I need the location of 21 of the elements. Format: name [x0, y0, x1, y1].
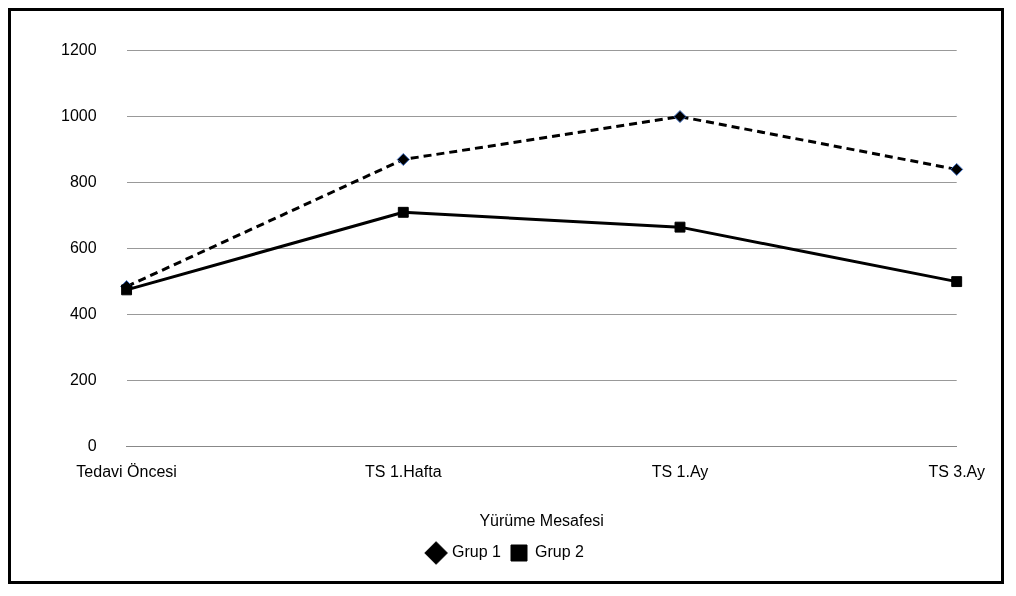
y-tick-label: 0: [87, 437, 97, 455]
point: [396, 153, 410, 166]
y-tick-label: 1200: [61, 41, 97, 59]
y-tick-label: 400: [69, 305, 97, 323]
point: [674, 221, 686, 233]
point: [950, 162, 964, 176]
point: [397, 206, 409, 218]
point: [673, 110, 687, 124]
point: [951, 276, 963, 288]
legend-label: Grup 1: [452, 543, 502, 561]
y-tick-label: 800: [69, 173, 97, 191]
point: [121, 284, 133, 296]
x-axis-title: Yürüme Mesafesi: [479, 511, 604, 529]
y-tick-label: 600: [69, 239, 97, 257]
legend-label: Grup 2: [535, 543, 585, 561]
x-tick-label: TS 1.Hafta: [365, 462, 442, 480]
y-tick-label: 200: [69, 371, 97, 389]
x-tick-label: TS 1.Ay: [651, 462, 709, 480]
x-tick-label: Tedavi Öncesi: [76, 462, 177, 480]
x-tick-label: TS 3.Ay: [928, 462, 985, 480]
y-tick-label: 1000: [61, 107, 97, 125]
